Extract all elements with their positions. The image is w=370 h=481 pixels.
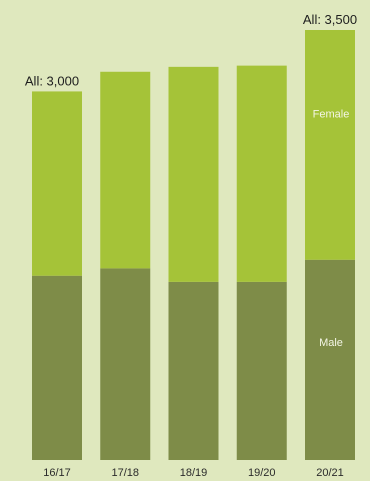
- bar-male-19-20: [236, 281, 287, 460]
- female-series-label: Female: [313, 108, 350, 120]
- male-series-label: Male: [319, 337, 343, 349]
- bar-male-18-19: [168, 281, 219, 460]
- bar-male-17-18: [100, 268, 151, 460]
- total-label: All: 3,000: [25, 73, 79, 88]
- bar-female-20-21: [305, 30, 355, 260]
- bar-male-16-17: [32, 275, 82, 460]
- x-axis-ticks: 16/17 17/18 18/19 19/20 20/21: [43, 467, 344, 479]
- bar-female-16-17: [32, 91, 82, 276]
- total-label: All: 3,500: [303, 12, 357, 27]
- x-tick-label: 17/18: [111, 467, 139, 479]
- x-tick-label: 18/19: [180, 467, 208, 479]
- bar-female-18-19: [168, 66, 219, 282]
- total-labels: All: 3,000 All: 3,500: [25, 12, 357, 88]
- x-tick-label: 20/21: [316, 467, 344, 479]
- x-tick-label: 16/17: [43, 467, 71, 479]
- bar-female-17-18: [100, 71, 151, 269]
- bar-male-20-21: [305, 259, 355, 460]
- x-tick-label: 19/20: [248, 467, 276, 479]
- bars-group: [32, 30, 355, 460]
- bar-female-19-20: [236, 65, 287, 282]
